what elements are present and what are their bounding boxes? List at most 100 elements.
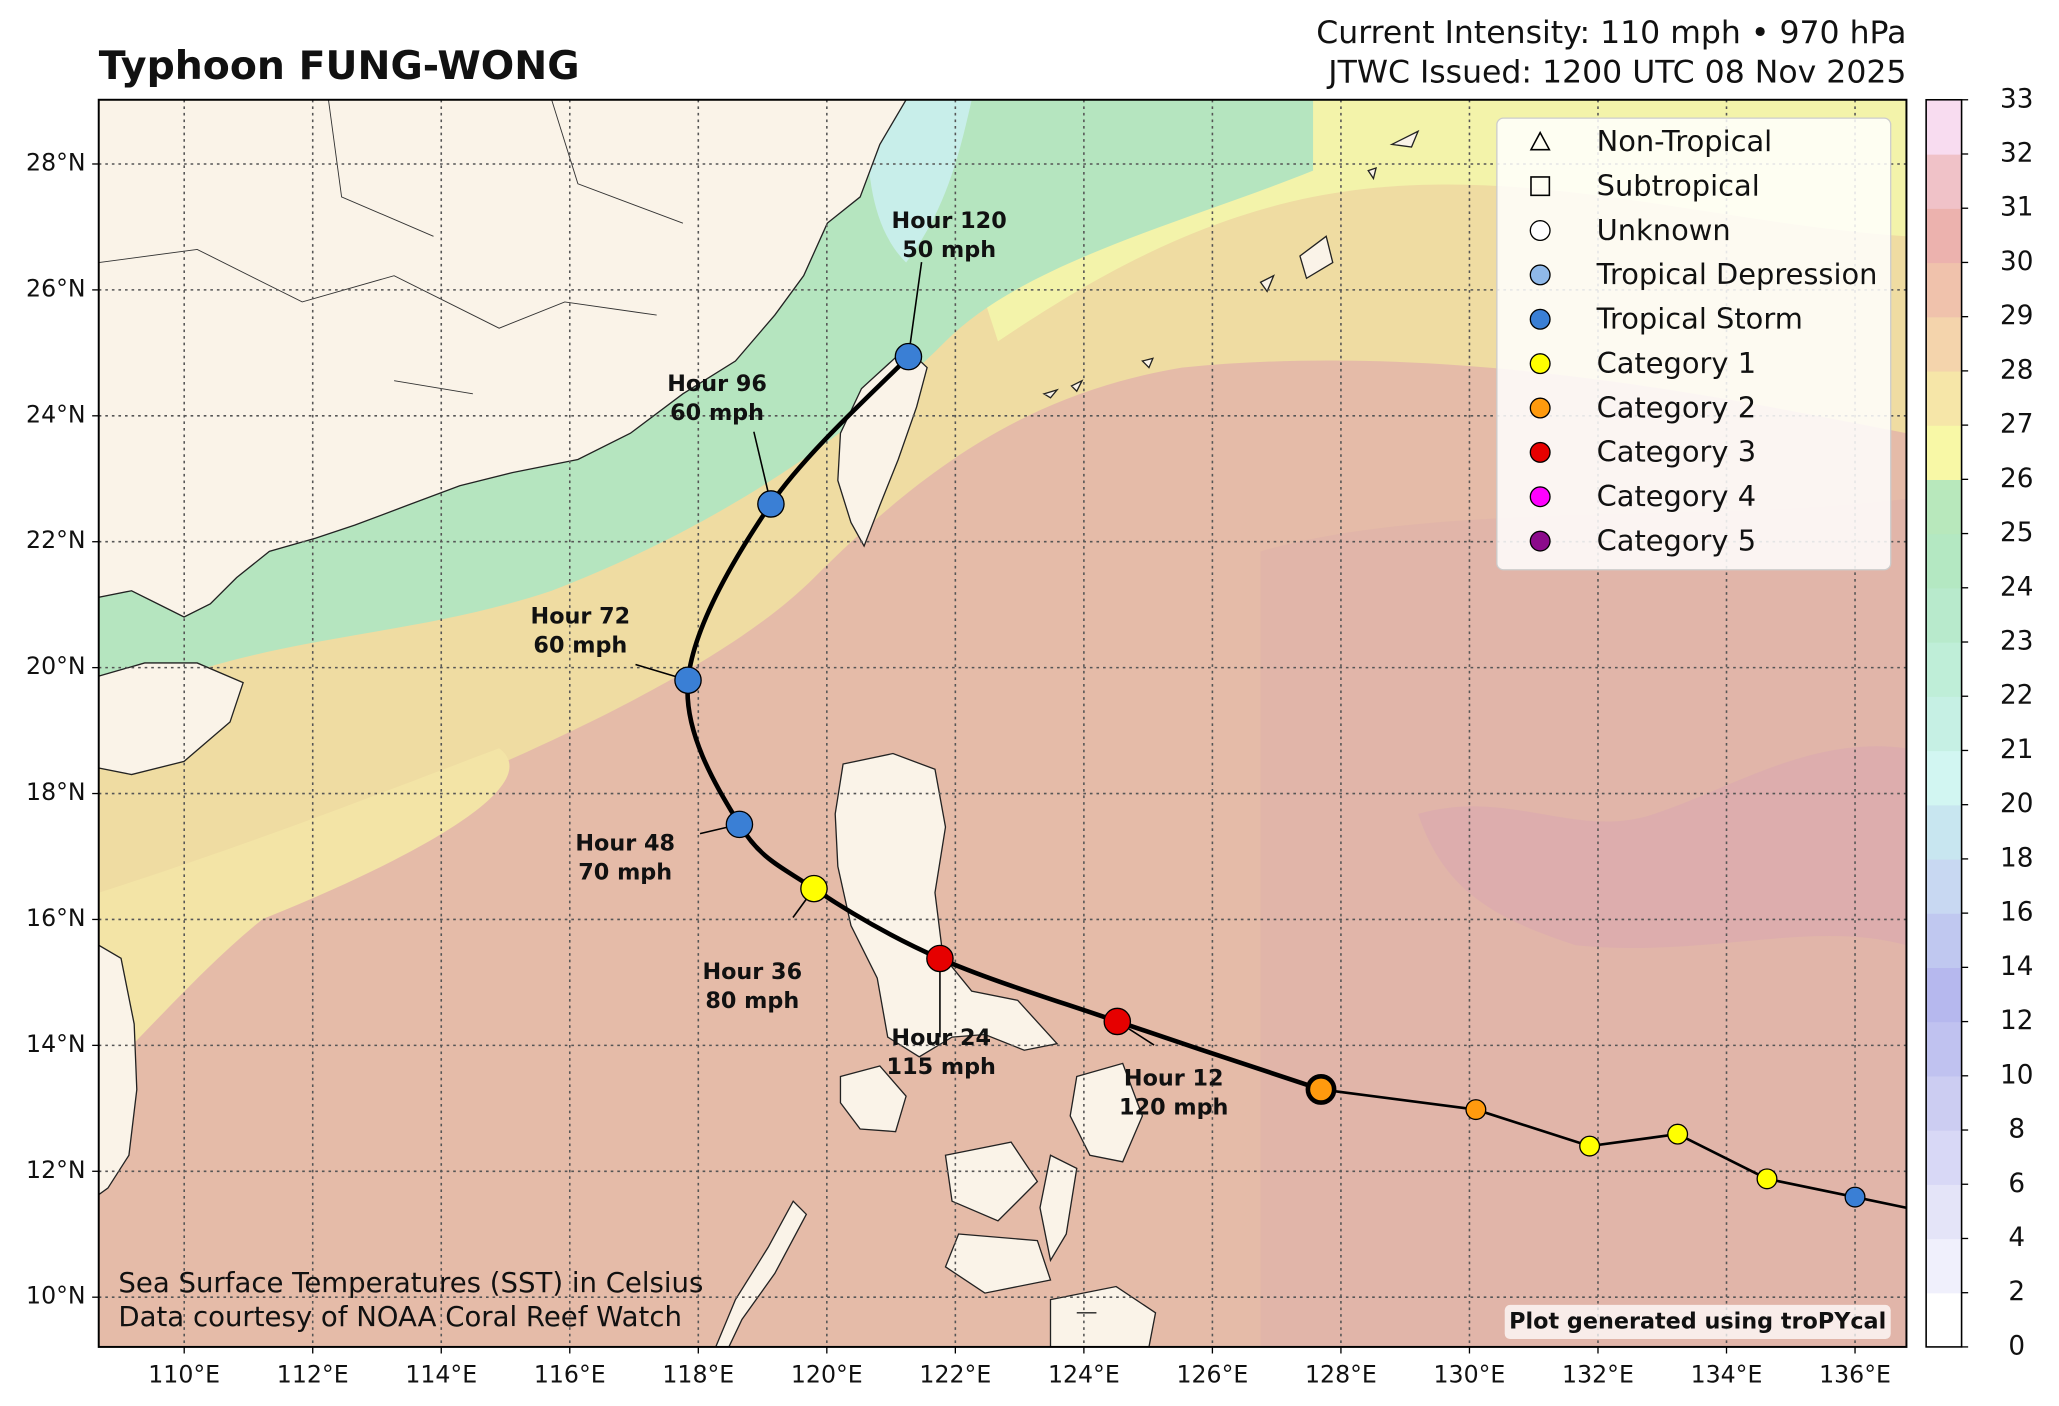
intensity: Current Intensity: 110 mph • 970 hPa — [1316, 15, 1906, 51]
lon-tick-label: 118°E — [662, 1360, 734, 1388]
past-point — [1465, 1099, 1487, 1121]
colorbar-band — [1926, 262, 1962, 318]
colorbar-tick-label: 27 — [2000, 410, 2033, 440]
land-hainan — [98, 662, 244, 776]
forecast-wind-label: 70 mph — [578, 859, 672, 885]
forecast-wind-label: 80 mph — [705, 988, 799, 1014]
colorbar-tick-label: 10 — [2000, 1060, 2033, 1090]
legend-label: Tropical Depression — [1596, 257, 1878, 291]
colorbar-band — [1926, 1075, 1962, 1131]
colorbar-tick-label: 29 — [2000, 301, 2033, 331]
past-point — [1667, 1123, 1689, 1145]
colorbar-tick-label: 21 — [2000, 735, 2033, 765]
forecast-wind-label: 115 mph — [887, 1054, 996, 1080]
colorbar-band — [1926, 804, 1962, 860]
lat-tick-label: 20°N — [26, 652, 86, 680]
title: Typhoon FUNG-WONG — [99, 43, 580, 89]
colorbar-tick-label: 33 — [2000, 84, 2033, 114]
legend-label: Unknown — [1597, 213, 1731, 247]
land-visayas — [944, 1141, 1078, 1294]
colorbar-band — [1926, 1292, 1962, 1348]
lat-tick-label: 18°N — [26, 778, 86, 806]
colorbar-band — [1926, 153, 1962, 209]
colorbar-tick-label: 26 — [2000, 464, 2033, 494]
colorbar-band — [1926, 913, 1962, 969]
colorbar-tick-label: 24 — [2000, 572, 2033, 602]
legend-label: Category 4 — [1597, 479, 1756, 513]
colorbar-band — [1926, 1238, 1962, 1294]
forecast-hour-label: Hour 48 — [575, 831, 675, 857]
lat-tick-label: 12°N — [26, 1156, 86, 1184]
legend-marker — [1529, 486, 1551, 508]
colorbar-frame — [1925, 98, 1963, 1348]
lat-tick-label: 10°N — [26, 1282, 86, 1310]
lat-tick-label: 14°N — [26, 1030, 86, 1058]
forecast-hour-label: Hour 36 — [702, 959, 802, 985]
forecast-wind-label: 60 mph — [533, 633, 627, 659]
issued: JTWC Issued: 1200 UTC 08 Nov 2025 — [1326, 55, 1906, 91]
legend-marker — [1529, 130, 1551, 151]
forecast-hour-label: Hour 96 — [667, 371, 767, 397]
colorbar-tick-label: 16 — [2000, 898, 2033, 928]
lon-tick-label: 122°E — [919, 1360, 991, 1388]
forecast-wind-label: 120 mph — [1119, 1095, 1228, 1121]
legend-label: Subtropical — [1597, 168, 1760, 202]
colorbar-tick-label: 18 — [2000, 843, 2033, 873]
map-frame — [97, 98, 1908, 1348]
colorbar-band — [1926, 642, 1962, 697]
lon-tick-label: 136°E — [1819, 1360, 1891, 1388]
colorbar-tick-label: 2 — [2008, 1277, 2025, 1307]
colorbar-band — [1926, 1021, 1962, 1077]
legend-marker — [1530, 176, 1551, 197]
lon-tick-label: 110°E — [148, 1360, 220, 1388]
colorbar-band — [1926, 533, 1962, 589]
lon-tick-label: 114°E — [405, 1360, 477, 1388]
lon-tick-label: 120°E — [791, 1360, 863, 1388]
colorbar-band — [1926, 1184, 1962, 1240]
colorbar-band — [1926, 587, 1962, 643]
forecast-point — [894, 342, 923, 371]
legend-marker — [1529, 441, 1551, 463]
lon-tick-label: 112°E — [277, 1360, 349, 1388]
colorbar-band — [1926, 479, 1962, 535]
colorbar-tick-label: 20 — [2000, 789, 2033, 819]
legend-marker — [1529, 530, 1551, 552]
colorbar-band — [1926, 99, 1962, 155]
lat-tick-label: 28°N — [26, 148, 86, 176]
note-generated: Plot generated using troPYcal — [1509, 1308, 1886, 1334]
colorbar-band — [1926, 858, 1962, 914]
land-palawan — [715, 1200, 808, 1347]
lat-tick-label: 22°N — [26, 526, 86, 554]
forecast-point — [757, 490, 785, 518]
forecast-point — [725, 810, 754, 839]
land-vietnam — [98, 944, 138, 1196]
legend-marker — [1529, 264, 1551, 286]
colorbar-band — [1926, 750, 1962, 806]
forecast-hour-label: Hour 12 — [1124, 1066, 1224, 1092]
forecast-hour-label: Hour 120 — [892, 208, 1007, 234]
colorbar-tick-label: 25 — [2000, 518, 2033, 548]
colorbar-tick-label: 22 — [2000, 681, 2033, 711]
legend-box — [1496, 117, 1892, 571]
legend-label: Category 1 — [1597, 346, 1756, 380]
colorbar-tick-label: 28 — [2000, 355, 2033, 385]
legend-label: Category 3 — [1597, 435, 1756, 469]
colorbar-band — [1926, 370, 1962, 426]
forecast-point — [926, 944, 954, 973]
colorbar-band — [1926, 425, 1962, 480]
colorbar-tick-label: 30 — [2000, 247, 2033, 277]
colorbar-tick-label: 12 — [2000, 1006, 2033, 1036]
land-samar — [1069, 1062, 1144, 1163]
land-islands — [1042, 129, 1420, 399]
note-generated-box — [1504, 1304, 1891, 1340]
lon-tick-label: 128°E — [1305, 1360, 1377, 1388]
legend-label: Tropical Storm — [1596, 302, 1803, 336]
current-position — [1305, 1074, 1337, 1105]
lon-tick-label: 126°E — [1176, 1360, 1248, 1388]
lat-tick-label: 16°N — [26, 904, 86, 932]
note-credit: Data courtesy of NOAA Coral Reef Watch — [118, 1301, 682, 1333]
note-sst: Sea Surface Temperatures (SST) in Celsiu… — [118, 1267, 703, 1299]
legend-label: Category 2 — [1597, 390, 1756, 424]
